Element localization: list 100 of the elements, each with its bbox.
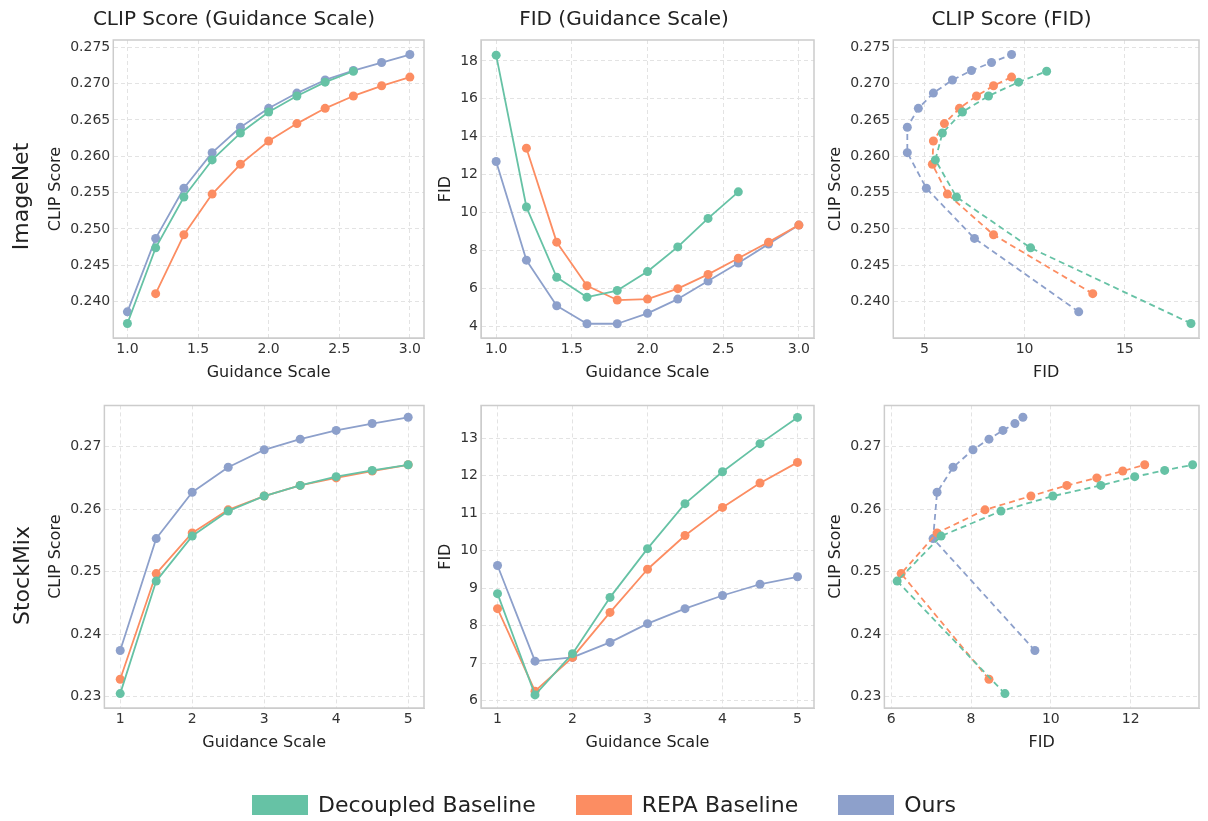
point bbox=[1062, 480, 1072, 490]
y-tick-label: 0.255 bbox=[850, 183, 891, 200]
y-tick-label: 0.25 bbox=[70, 562, 102, 579]
y-tick-label: 0.265 bbox=[70, 110, 111, 127]
x-tick-label: 5 bbox=[919, 340, 929, 357]
point bbox=[493, 561, 503, 571]
point bbox=[755, 478, 765, 488]
point bbox=[951, 192, 961, 202]
point bbox=[928, 88, 938, 98]
x-tick-label: 4 bbox=[331, 710, 341, 727]
point bbox=[969, 233, 979, 243]
point bbox=[115, 674, 125, 684]
point bbox=[1188, 460, 1198, 470]
point bbox=[187, 487, 197, 497]
x-tick-label: 3 bbox=[643, 710, 652, 727]
point bbox=[942, 189, 952, 199]
text: ImageNet bbox=[8, 142, 34, 250]
point bbox=[207, 155, 217, 165]
x-tick-label: 3.0 bbox=[398, 340, 422, 357]
x-tick-label: 8 bbox=[966, 710, 976, 727]
point bbox=[989, 81, 999, 91]
point bbox=[928, 136, 938, 146]
x-tick-label: 2 bbox=[187, 710, 197, 727]
x-tick-label: 2.5 bbox=[328, 340, 351, 357]
point bbox=[1048, 491, 1058, 501]
point bbox=[1007, 72, 1017, 82]
y-tick-label: 12 bbox=[460, 466, 479, 483]
y-axis-title: CLIP Score bbox=[44, 146, 64, 232]
y-tick-label: 16 bbox=[460, 89, 479, 106]
point bbox=[235, 159, 245, 169]
point bbox=[612, 319, 622, 329]
y-tick-label: 0.23 bbox=[70, 687, 102, 704]
y-tick-label: 10 bbox=[460, 203, 479, 220]
point bbox=[552, 237, 562, 247]
point bbox=[179, 192, 189, 202]
point bbox=[605, 637, 615, 647]
y-tick-label: 0.26 bbox=[850, 499, 882, 516]
y-tick-label: 0.255 bbox=[70, 183, 111, 200]
point bbox=[793, 572, 802, 582]
point bbox=[971, 91, 981, 101]
y-tick-label: 0.240 bbox=[850, 292, 891, 309]
point bbox=[921, 183, 931, 193]
point bbox=[331, 425, 341, 435]
y-tick-label: 0.27 bbox=[850, 437, 882, 454]
y-tick-label: 18 bbox=[460, 51, 479, 68]
point bbox=[1014, 77, 1024, 87]
point bbox=[703, 213, 713, 223]
chart-title: CLIP Score (Guidance Scale) bbox=[92, 6, 376, 31]
y-axis-title: CLIP Score bbox=[824, 146, 844, 232]
y-tick-label: 0.245 bbox=[850, 255, 891, 272]
y-tick-label: 0.270 bbox=[850, 74, 891, 91]
point bbox=[948, 462, 958, 472]
point bbox=[612, 286, 622, 296]
x-tick-label: 1.5 bbox=[560, 340, 583, 357]
point bbox=[939, 119, 949, 129]
point bbox=[605, 607, 615, 617]
x-tick-label: 15 bbox=[1115, 340, 1134, 357]
point bbox=[367, 419, 377, 429]
chart-title: CLIP Score (FID) bbox=[931, 6, 1092, 31]
x-tick-label: 4 bbox=[718, 710, 728, 727]
point bbox=[264, 107, 274, 117]
point bbox=[680, 531, 690, 541]
point bbox=[151, 243, 161, 253]
point bbox=[151, 233, 161, 243]
y-axis-title: FID bbox=[434, 175, 454, 203]
point bbox=[984, 434, 994, 444]
point bbox=[151, 576, 161, 586]
point bbox=[980, 505, 990, 515]
point bbox=[643, 564, 653, 574]
point bbox=[122, 318, 132, 328]
point bbox=[902, 122, 912, 132]
x-tick-label: 1 bbox=[493, 710, 502, 727]
legend-label: REPA Baseline bbox=[641, 792, 799, 817]
y-tick-label: 0.24 bbox=[850, 624, 882, 641]
point bbox=[987, 58, 997, 68]
y-tick-label: 0.250 bbox=[70, 219, 111, 236]
point bbox=[643, 619, 653, 629]
point bbox=[115, 645, 125, 655]
point bbox=[1030, 645, 1040, 655]
y-tick-label: 0.26 bbox=[70, 499, 102, 516]
point bbox=[1018, 412, 1028, 422]
point bbox=[1010, 419, 1020, 429]
y-tick-label: 14 bbox=[460, 127, 479, 144]
y-tick-label: 7 bbox=[469, 653, 479, 670]
point bbox=[680, 604, 690, 614]
point bbox=[151, 534, 161, 544]
y-tick-label: 0.23 bbox=[850, 687, 882, 704]
x-axis-title: Guidance Scale bbox=[206, 361, 331, 381]
x-tick-label: 10 bbox=[1041, 710, 1060, 727]
point bbox=[292, 119, 302, 129]
x-tick-label: 1.5 bbox=[186, 340, 210, 357]
point bbox=[998, 425, 1008, 435]
point bbox=[405, 50, 415, 60]
y-tick-label: 0.250 bbox=[850, 219, 891, 236]
point bbox=[902, 148, 912, 158]
point bbox=[1140, 460, 1150, 470]
point bbox=[115, 689, 125, 699]
legend-label: Ours bbox=[904, 792, 956, 817]
point bbox=[947, 75, 957, 85]
y-tick-label: 0.260 bbox=[70, 146, 111, 163]
